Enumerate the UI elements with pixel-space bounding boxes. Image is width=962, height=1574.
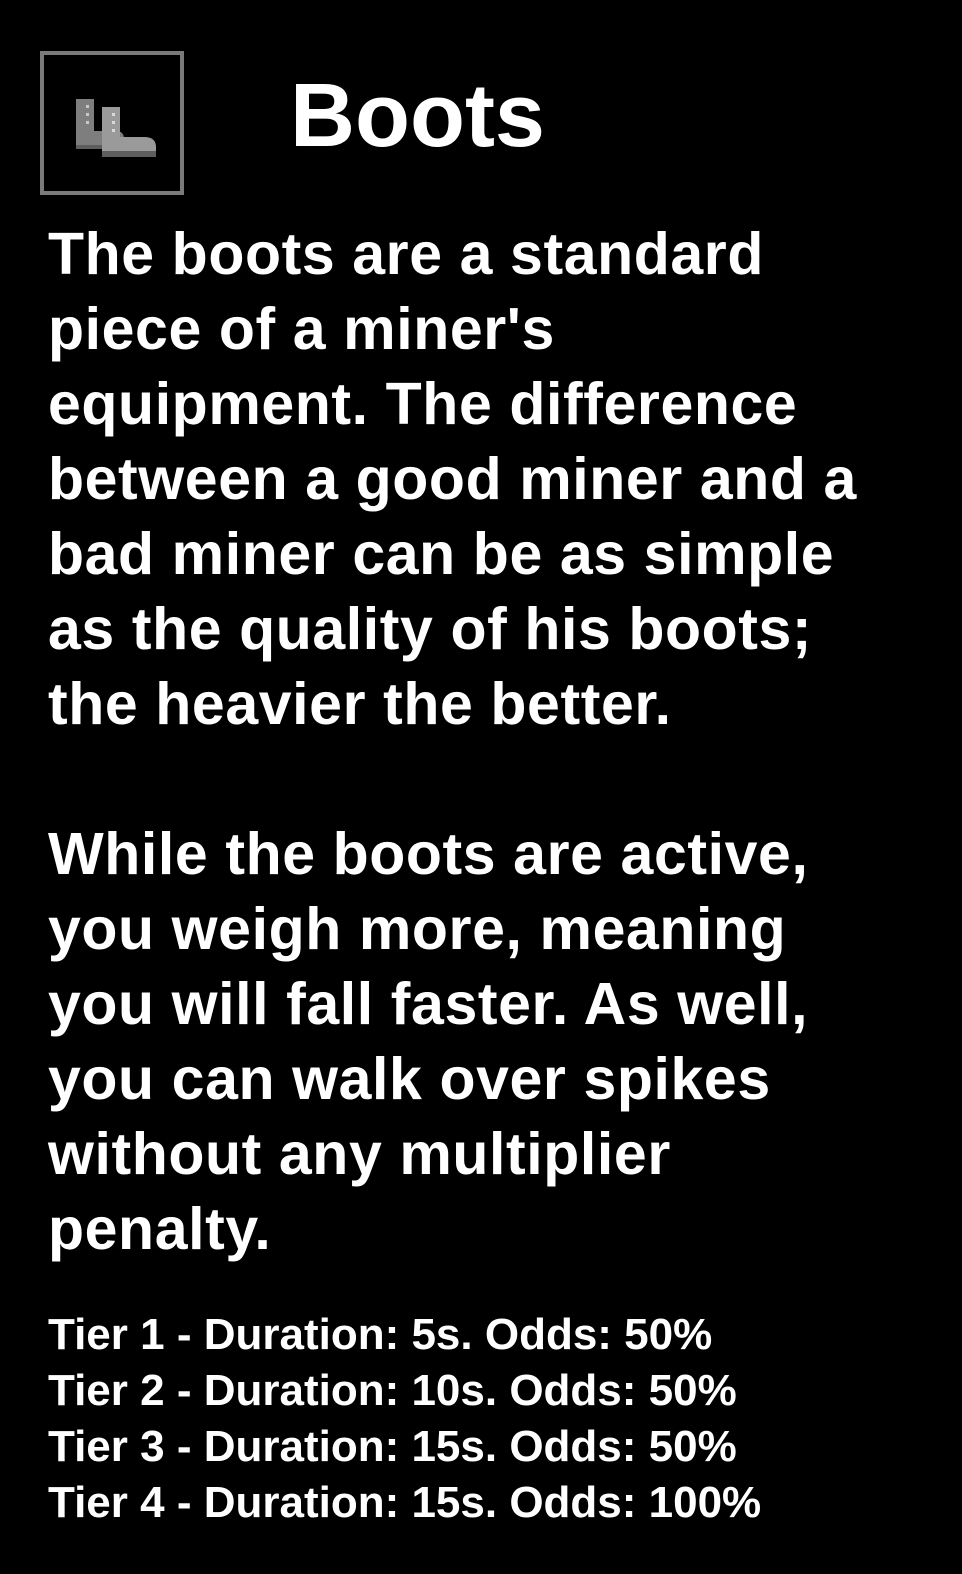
boots-icon	[76, 99, 156, 157]
description-line: The boots are a standard	[48, 221, 765, 287]
tier-1-stats: Tier 1 - Duration: 5s. Odds: 50%	[48, 1310, 713, 1359]
tier-2-stats: Tier 2 - Duration: 10s. Odds: 50%	[48, 1366, 737, 1415]
description-line: between a good miner and a	[48, 446, 857, 512]
tier-4-stats: Tier 4 - Duration: 15s. Odds: 100%	[48, 1478, 762, 1527]
item-icon-frame	[40, 51, 184, 195]
description-line: equipment. The difference	[48, 371, 798, 437]
description-line: you weigh more, meaning	[48, 896, 787, 962]
description-line: penalty.	[48, 1196, 272, 1262]
description-line: you will fall faster. As well,	[48, 971, 809, 1037]
description-line: without any multiplier	[48, 1121, 671, 1187]
description-line: the heavier the better.	[48, 671, 672, 737]
item-title: Boots	[290, 66, 545, 166]
description-line: piece of a miner's	[48, 296, 555, 362]
description-paragraph-2: While the boots are active, you weigh mo…	[48, 817, 948, 1267]
tier-3-stats: Tier 3 - Duration: 15s. Odds: 50%	[48, 1422, 737, 1471]
description-line: While the boots are active,	[48, 821, 809, 887]
description-line: as the quality of his boots;	[48, 596, 813, 662]
description-line: bad miner can be as simple	[48, 521, 835, 587]
description-paragraph-1: The boots are a standard piece of a mine…	[48, 217, 948, 742]
tier-list: Tier 1 - Duration: 5s. Odds: 50% Tier 2 …	[48, 1307, 761, 1531]
description-line: you can walk over spikes	[48, 1046, 771, 1112]
